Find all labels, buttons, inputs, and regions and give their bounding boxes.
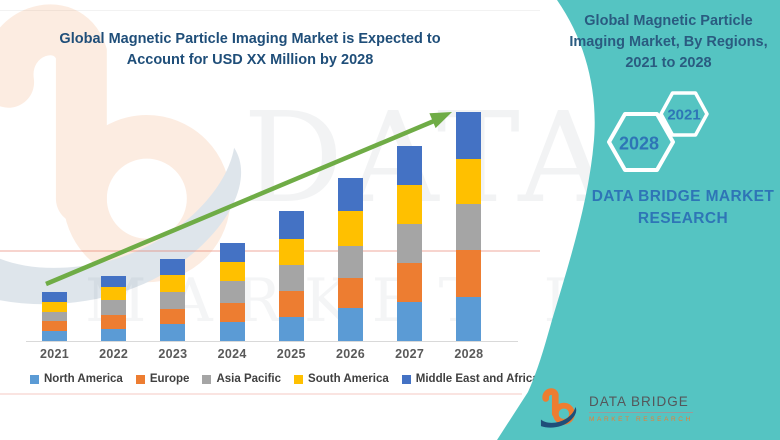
x-axis-line xyxy=(26,341,518,342)
footer-logo-rule xyxy=(589,412,693,413)
watermark-top-rule xyxy=(0,10,540,11)
bar-segment-2024-asia-pacific xyxy=(219,281,245,303)
x-axis-label-2024: 2024 xyxy=(217,347,247,361)
bar-segment-2026-north-america xyxy=(338,308,363,341)
watermark-rule-bottom xyxy=(0,393,522,395)
bar-2021 xyxy=(42,292,67,341)
legend-item-south-america: South America xyxy=(294,373,389,385)
chart-title: Global Magnetic Particle Imaging Market … xyxy=(15,29,485,71)
bar-segment-2028-middle-east-and-africa xyxy=(456,112,482,159)
bar-segment-2021-asia-pacific xyxy=(42,312,67,321)
bar-segment-2023-north-america xyxy=(160,324,186,341)
legend-item-asia-pacific: Asia Pacific xyxy=(202,373,281,385)
hexagon-badge-2021-label: 2021 xyxy=(667,107,700,124)
bar-segment-2025-europe xyxy=(278,291,304,317)
legend-item-europe: Europe xyxy=(135,373,190,385)
bar-segment-2022-north-america xyxy=(101,329,127,341)
legend-label-europe: Europe xyxy=(149,373,190,385)
x-axis-label-2022: 2022 xyxy=(99,347,129,361)
bar-2028 xyxy=(456,112,482,341)
legend-swatch-south-america xyxy=(294,374,304,384)
bar-segment-2028-europe xyxy=(456,250,482,297)
bar-segment-2021-south-america xyxy=(42,302,67,312)
hexagon-badge-2028: 2028 xyxy=(607,112,675,172)
hexagon-badge-2021: 2021 xyxy=(659,91,709,137)
bar-segment-2024-north-america xyxy=(219,322,245,341)
x-axis-label-2023: 2023 xyxy=(158,347,188,361)
x-axis-label-2028: 2028 xyxy=(454,347,484,361)
brand-wordmark: DATA BRIDGE MARKET RESEARCH xyxy=(573,186,780,230)
bar-segment-2028-north-america xyxy=(456,297,482,341)
footer-logo-text: DATA BRIDGE MARKET RESEARCH xyxy=(589,387,693,423)
footer-logo: DATA BRIDGE MARKET RESEARCH xyxy=(540,387,693,429)
bar-segment-2022-europe xyxy=(101,315,127,329)
footer-logo-tagline: MARKET RESEARCH xyxy=(589,416,693,423)
bar-segment-2027-north-america xyxy=(397,302,423,341)
brand-line2: RESEARCH xyxy=(637,210,729,227)
bar-segment-2022-south-america xyxy=(101,287,127,300)
x-axis-label-2021: 2021 xyxy=(39,347,69,361)
brand-line1: DATA BRIDGE MARKET xyxy=(591,188,775,205)
bar-segment-2021-north-america xyxy=(42,331,67,341)
legend-swatch-europe xyxy=(135,374,145,384)
legend-label-north-america: North America xyxy=(44,373,123,385)
footer-logo-name: DATA BRIDGE xyxy=(589,394,689,409)
x-axis-label-2027: 2027 xyxy=(395,347,425,361)
databridge-logo-icon xyxy=(540,387,582,429)
bar-segment-2021-europe xyxy=(42,321,67,331)
x-axis-label-2025: 2025 xyxy=(276,347,306,361)
x-axis-label-2026: 2026 xyxy=(335,347,365,361)
legend-swatch-north-america xyxy=(30,374,39,384)
bar-segment-2021-middle-east-and-africa xyxy=(42,292,67,302)
legend-label-asia-pacific: Asia Pacific xyxy=(216,373,282,385)
legend-swatch-asia-pacific xyxy=(202,374,212,384)
legend-label-south-america: South America xyxy=(308,373,389,385)
bar-segment-2022-asia-pacific xyxy=(101,300,127,315)
bar-segment-2024-europe xyxy=(219,303,245,322)
bar-segment-2023-asia-pacific xyxy=(160,292,186,309)
legend-swatch-middle-east-and-africa xyxy=(401,374,411,384)
bar-segment-2023-europe xyxy=(160,309,186,324)
bar-segment-2025-north-america xyxy=(278,317,304,341)
chart-title-line2: Account for USD XX Million by 2028 xyxy=(126,52,374,68)
hexagon-badge-2028-label: 2028 xyxy=(619,134,659,154)
bar-segment-2028-asia-pacific xyxy=(456,204,482,250)
legend-item-north-america: North America xyxy=(30,373,123,385)
bar-segment-2028-south-america xyxy=(456,159,482,204)
chart-title-line1: Global Magnetic Particle Imaging Market … xyxy=(59,31,441,47)
